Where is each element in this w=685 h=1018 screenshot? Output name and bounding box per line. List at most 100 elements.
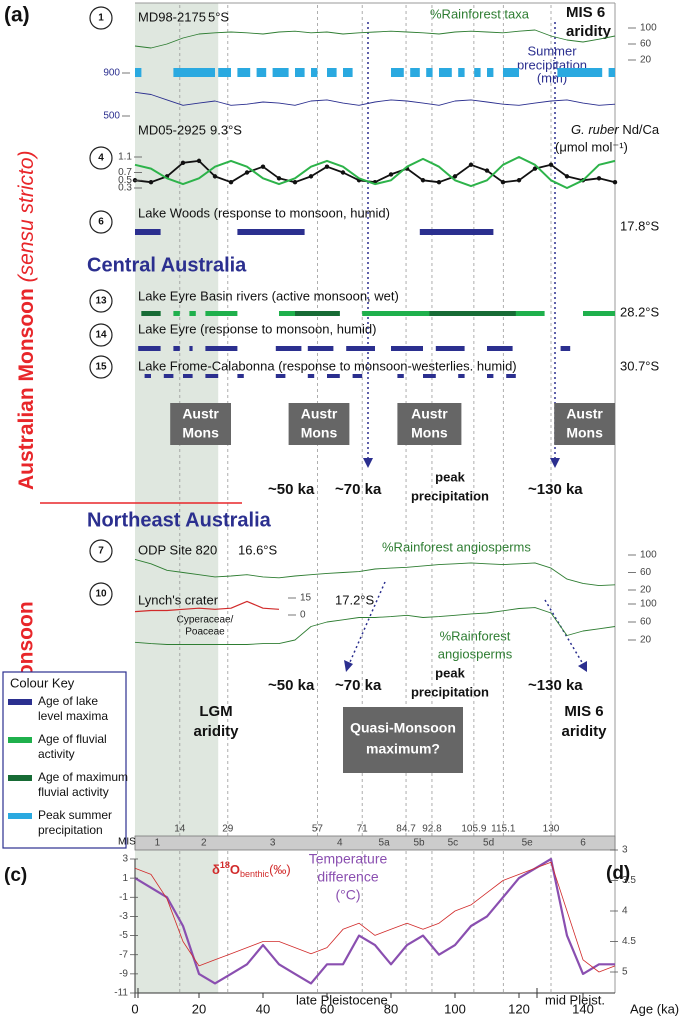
mis-boundary-label: 115.1 xyxy=(491,824,516,835)
series-point xyxy=(596,176,602,181)
colour-key-label: level maxima xyxy=(38,709,108,723)
series-line xyxy=(134,29,616,49)
mis-boundary-label: 84.7 xyxy=(396,824,416,835)
x-tick-label: 0 xyxy=(131,1001,138,1016)
mis-boundary-label: 105.9 xyxy=(461,824,486,835)
interval-bar xyxy=(397,374,404,378)
colour-key-swatch xyxy=(8,775,32,781)
interval-bar xyxy=(487,374,494,378)
site-lat: 17.2°S xyxy=(335,592,375,607)
austr-mons-label: Austr xyxy=(182,406,219,422)
series-point xyxy=(532,166,538,171)
series-label: angiosperms xyxy=(438,646,513,661)
colour-key-label: precipitation xyxy=(38,823,103,837)
series-label-part: benthic xyxy=(240,869,270,879)
annotation: maximum? xyxy=(366,741,440,757)
interval-bar xyxy=(272,68,289,77)
mis-stage: 4 xyxy=(337,838,343,849)
interval-bar xyxy=(487,68,494,77)
mis-boundary-label: 71 xyxy=(357,824,369,835)
series-label-part: O xyxy=(230,862,240,877)
y-tick-label: -1 xyxy=(119,892,128,903)
mis-stage: 3 xyxy=(270,838,276,849)
x-tick-label: 40 xyxy=(256,1001,270,1016)
austr-mons-label: Austr xyxy=(411,406,448,422)
interval-bar xyxy=(311,68,318,77)
mis-boundary-label: 92.8 xyxy=(422,824,442,835)
y-tick-label: 0.5 xyxy=(118,175,132,186)
interval-bar xyxy=(487,346,513,351)
y-tick-label: -5 xyxy=(119,930,128,941)
interval-bar xyxy=(458,374,465,378)
annotation: ~130 ka xyxy=(528,481,583,498)
site-lat: 5°S xyxy=(208,9,229,24)
y-tick-label: 100 xyxy=(640,550,657,561)
series-point xyxy=(420,178,426,183)
colour-key-label: fluvial activity xyxy=(38,785,109,799)
interval-bar xyxy=(163,374,174,378)
series-point xyxy=(212,174,218,179)
interval-bar xyxy=(135,68,142,77)
y-tick-label: 1 xyxy=(122,873,128,884)
annotation: precipitation xyxy=(411,684,489,699)
series-label: %Rainforest angiosperms xyxy=(382,539,531,554)
annotation: aridity xyxy=(561,723,607,740)
interval-bar xyxy=(474,68,481,77)
record-number: 7 xyxy=(98,546,104,557)
austr-mons-box xyxy=(397,403,462,445)
interval-bar xyxy=(327,68,337,77)
colour-key-label: Peak summer xyxy=(38,808,112,822)
site-lat: 9.3°S xyxy=(210,122,242,137)
series-label: Poaceae xyxy=(185,627,225,638)
x-tick-label: 20 xyxy=(192,1001,206,1016)
series-point xyxy=(452,174,458,179)
mis-label: MIS xyxy=(118,837,136,848)
series-label: %Rainforest xyxy=(440,628,511,643)
site-name: Lake Frome-Calabonna (response to monsoo… xyxy=(138,358,517,373)
mis-stage: 1 xyxy=(155,838,161,849)
y-tick-label: 20 xyxy=(640,635,652,646)
series-point xyxy=(292,179,298,185)
period-label: late Pleistocene xyxy=(296,992,388,1007)
annotation: ~50 ka xyxy=(268,677,315,694)
side-label-text: Australian Monsoon xyxy=(15,288,38,490)
interval-bar xyxy=(506,374,516,378)
record-number: 14 xyxy=(95,330,107,341)
panel-label: (a) xyxy=(4,4,30,27)
series-line xyxy=(134,91,616,106)
annotation: ~70 ka xyxy=(335,481,382,498)
austr-mons-label: Austr xyxy=(566,406,603,422)
interval-bar xyxy=(346,346,375,351)
mis-boundary-label: 57 xyxy=(312,824,324,835)
mis-bar xyxy=(134,835,616,851)
site-name: Lynch's crater xyxy=(138,592,219,607)
annotation-box xyxy=(343,707,463,773)
x-tick-label: 100 xyxy=(444,1001,466,1016)
x-tick-label: 80 xyxy=(384,1001,398,1016)
mis-stage: 2 xyxy=(201,838,207,849)
series-label: δ18Obenthic(‰) xyxy=(212,860,291,879)
mis-stage: 5a xyxy=(379,838,391,849)
interval-bar xyxy=(557,68,603,77)
interval-bar xyxy=(144,374,151,378)
interval-bar xyxy=(295,311,340,316)
y-tick-label: 60 xyxy=(640,39,652,50)
site-name: Lake Woods (response to monsoon, humid) xyxy=(138,205,390,220)
mis-stage: 5e xyxy=(522,838,534,849)
colour-key-label: Age of lake xyxy=(38,694,98,708)
record-number: 4 xyxy=(98,153,104,164)
x-tick-label: 60 xyxy=(320,1001,334,1016)
austr-mons-label: Mons xyxy=(566,425,603,441)
y-tick-label: 100 xyxy=(640,599,657,610)
y-tick-label: 900 xyxy=(103,68,120,79)
site-lat: 17.8°S xyxy=(620,218,660,233)
interval-bar xyxy=(173,346,180,351)
series-label-part: δ xyxy=(212,862,220,877)
colour-key-label: activity xyxy=(38,747,75,761)
interval-bar xyxy=(435,346,465,351)
interval-bar xyxy=(189,311,196,316)
interval-bar xyxy=(275,346,302,351)
y-tick-label: 500 xyxy=(103,111,120,122)
series-point xyxy=(516,178,522,183)
annotation: Quasi-Monsoon xyxy=(350,720,456,736)
